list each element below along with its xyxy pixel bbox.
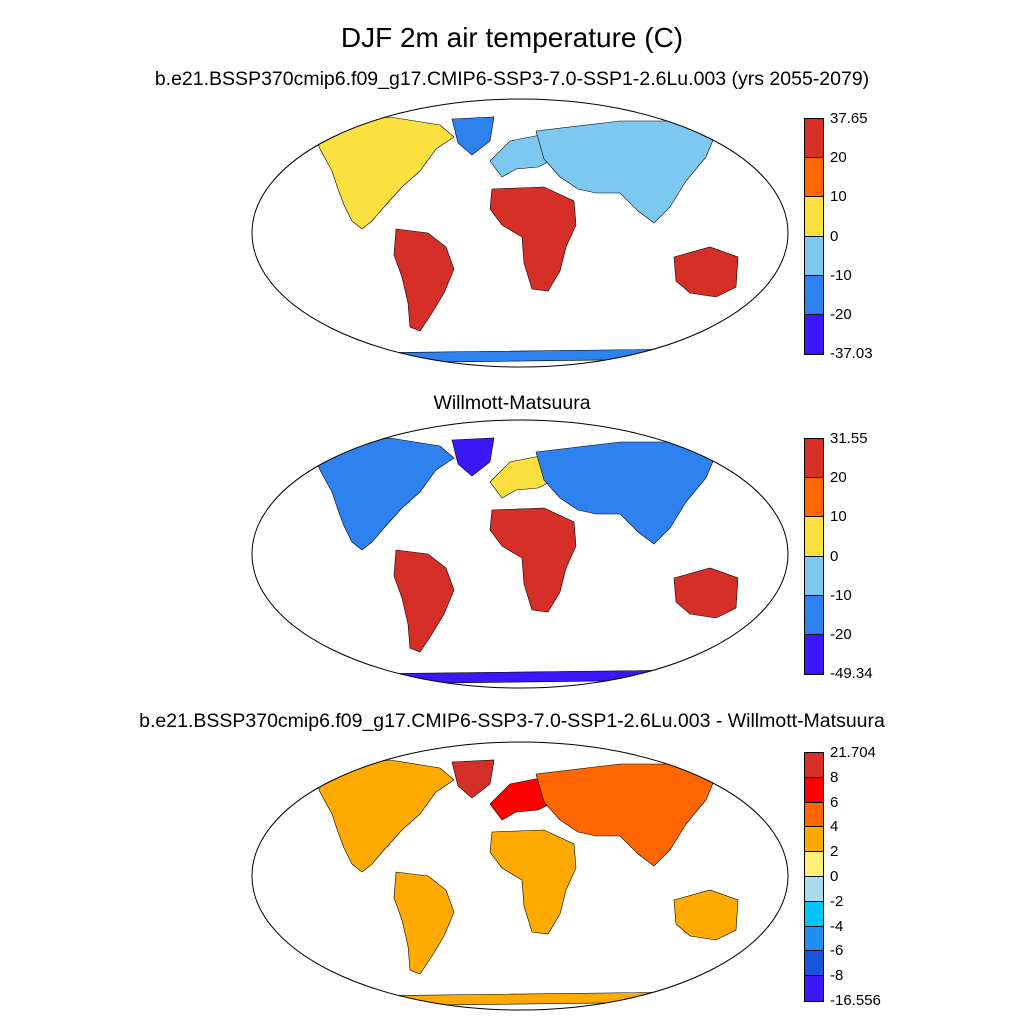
figure-title: DJF 2m air temperature (C) [340, 22, 684, 53]
colorbar-label: -10 [830, 586, 852, 604]
colorbar-label: 0 [830, 227, 839, 245]
region-south-america [393, 549, 455, 653]
colorbar-label: 2 [830, 843, 839, 861]
region-australia [673, 246, 739, 298]
region-africa [489, 829, 577, 935]
colorbar-label: 20 [830, 149, 847, 167]
colorbar-swatch [804, 876, 824, 902]
colorbar-label: -4 [830, 917, 844, 935]
colorbar-swatch [804, 516, 824, 557]
colorbar-swatch [804, 438, 824, 479]
colorbar-obs: 31.55 20 10 0 -10 -20 -49.34 [804, 431, 873, 681]
colorbar-swatch [804, 118, 824, 159]
colorbar-swatch [804, 555, 824, 596]
colorbar-label: -37.03 [830, 345, 873, 362]
panel-model-subtitle: b.e21.BSSP370cmip6.f09_g17.CMIP6-SSP3-7.… [154, 68, 870, 90]
colorbar-label: 10 [830, 508, 847, 526]
colorbar-label: 8 [830, 768, 839, 786]
region-north-america [311, 759, 455, 873]
region-greenland [451, 116, 495, 156]
colorbar-label: -6 [830, 942, 844, 960]
colorbar-label: -20 [830, 625, 852, 643]
colorbar-swatch [804, 157, 824, 198]
colorbar-swatch [804, 196, 824, 237]
colorbar-swatch [804, 801, 824, 828]
region-north-america [311, 116, 455, 230]
region-south-america [393, 228, 455, 332]
colorbar-label: 0 [830, 868, 839, 885]
colorbar-label: 37.65 [830, 110, 868, 127]
map-panel-obs [251, 419, 789, 689]
colorbar-swatch [804, 900, 824, 927]
region-south-america [393, 871, 455, 975]
colorbar-label: 20 [830, 469, 847, 487]
colorbar-swatch [804, 594, 824, 635]
panel-diff-subtitle: b.e21.BSSP370cmip6.f09_g17.CMIP6-SSP3-7.… [139, 710, 885, 732]
panel-obs-subtitle: Willmott-Matsuura [433, 392, 591, 414]
colorbar-swatch [804, 274, 824, 315]
colorbar-swatch [804, 925, 824, 952]
map-panel-diff [251, 741, 789, 1011]
map-projection-outline [251, 98, 789, 368]
colorbar-swatch [804, 950, 824, 977]
colorbar-swatch [804, 752, 824, 778]
colorbar-swatch [804, 633, 824, 675]
map-projection-outline [251, 741, 789, 1011]
colorbar-diff: 21.704 8 6 4 2 0 -2 -4 -6 -8 -16.556 [804, 745, 881, 1008]
region-australia [673, 567, 739, 619]
colorbar-label: 6 [830, 793, 839, 811]
region-greenland [451, 759, 495, 799]
colorbar-swatch [804, 477, 824, 518]
colorbar-swatch [804, 313, 824, 355]
region-australia [673, 889, 739, 941]
colorbar-label: 10 [830, 188, 847, 206]
region-africa [489, 507, 577, 613]
colorbar-swatch [804, 776, 824, 803]
region-north-america [311, 437, 455, 551]
colorbar-label: 21.704 [830, 744, 876, 761]
colorbar-label: -10 [830, 266, 852, 284]
colorbar-swatch [804, 851, 824, 877]
colorbar-swatch [804, 235, 824, 276]
colorbar-label: 31.55 [830, 430, 868, 447]
colorbar-label: -8 [830, 967, 844, 985]
region-africa [489, 186, 577, 292]
colorbar-swatch [804, 826, 824, 853]
colorbar-model: 37.65 20 10 0 -10 -20 -37.03 [804, 111, 873, 361]
region-greenland [451, 437, 495, 477]
colorbar-label: 0 [830, 547, 839, 565]
colorbar-label: 4 [830, 818, 839, 836]
colorbar-label: -2 [830, 892, 844, 910]
map-panel-model [251, 98, 789, 368]
colorbar-label: -49.34 [830, 665, 873, 682]
colorbar-label: -16.556 [830, 992, 881, 1009]
colorbar-label: -20 [830, 305, 852, 323]
map-projection-outline [251, 419, 789, 689]
colorbar-swatch [804, 975, 824, 1002]
